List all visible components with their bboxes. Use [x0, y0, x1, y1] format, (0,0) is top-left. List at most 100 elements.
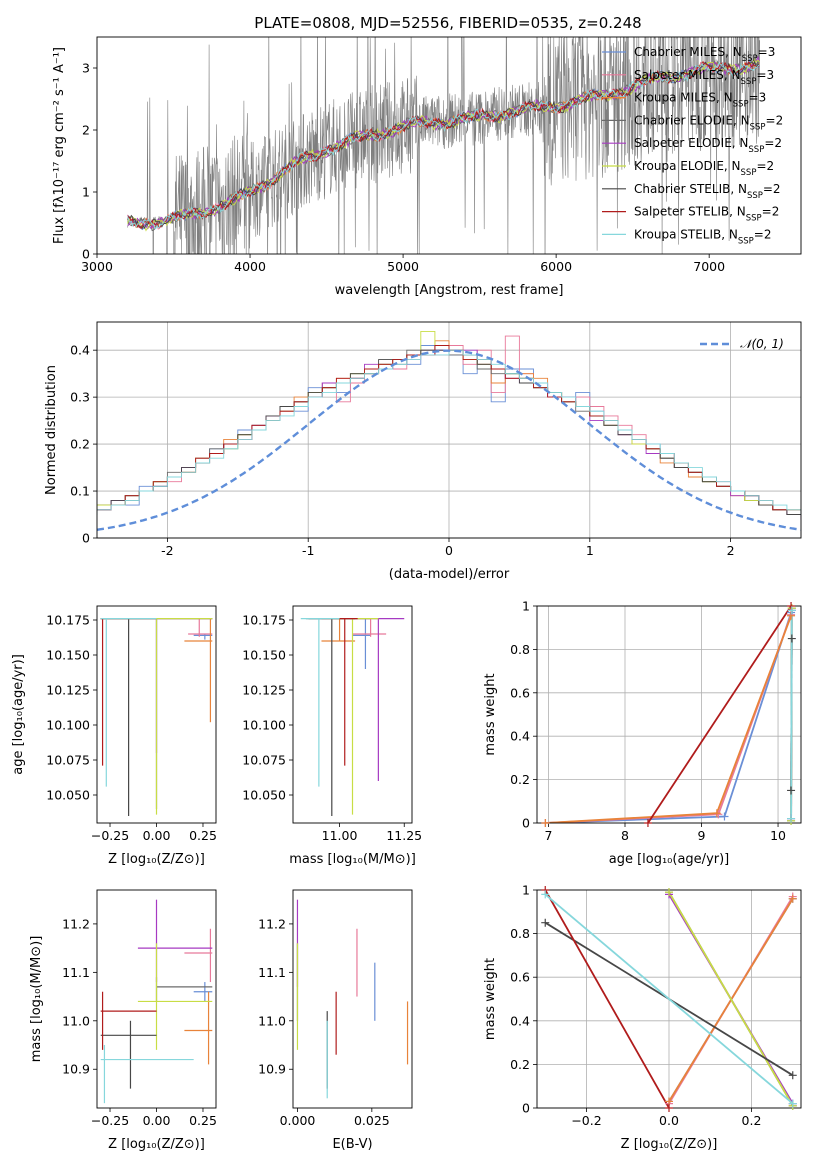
axes-spectrum: 3000 4000 5000 6000 7000 0 1 2 3 wavelength [Angs…: [52, 36, 802, 298]
histogram-step: [97, 349, 801, 515]
axes-frame: [292, 605, 413, 824]
x-tick-label: −0.25: [91, 828, 129, 843]
y-tick-label: 10.150: [46, 648, 90, 663]
y-tick-label: 2: [82, 123, 90, 138]
plot-area-age_vs_Z: [100, 617, 213, 816]
x-tick-label: 11.25: [386, 828, 422, 843]
spectrum-legend: Chabrier MILES, NSSP=3 Salpeter MILES, NS…: [602, 45, 783, 246]
y-tick-label: 11.0: [258, 1013, 286, 1028]
plus-marker: [665, 888, 673, 897]
x-tick-label: 3000: [81, 259, 113, 274]
x-axis-label: age [log₁₀(age/yr)]: [609, 852, 730, 867]
y-tick-label: 0.2: [510, 772, 530, 787]
legend-label: Salpeter STELIB, NSSP=2: [634, 205, 779, 224]
x-tick-label: 10: [770, 828, 786, 843]
plus-marker: [787, 606, 796, 615]
y-tick-label: 1: [82, 185, 90, 200]
plus-marker: [788, 1071, 797, 1080]
y-tick-label: 10.125: [242, 683, 286, 698]
plot-area-spectrum: [127, 37, 760, 254]
y-tick-label: 10.075: [46, 753, 90, 768]
mass-weight-line: [647, 606, 792, 823]
y-axis-label: Normed distribution: [44, 365, 59, 495]
x-axis-label: (data-model)/error: [389, 567, 510, 582]
plus-marker: [712, 809, 721, 818]
y-tick-label: 0.4: [70, 343, 90, 358]
axes-frame: [96, 36, 802, 255]
plus-marker: [787, 611, 796, 620]
x-axis-label: E(B-V): [332, 1137, 372, 1152]
y-tick-label: 0: [522, 816, 530, 831]
histogram-step: [97, 345, 801, 515]
plus-marker: [541, 819, 550, 827]
y-tick-label: 11.2: [62, 916, 90, 931]
y-tick-label: 10.125: [46, 683, 90, 698]
x-tick-label: 0.00: [143, 1113, 171, 1128]
x-tick-label: 2: [727, 543, 735, 558]
plus-marker: [787, 634, 796, 643]
axes-frame: [96, 889, 217, 1109]
plus-marker: [720, 812, 729, 821]
y-tick-label: 10.175: [242, 613, 286, 628]
x-tick-label: 7: [545, 828, 553, 843]
normal-curve: [97, 349, 801, 531]
y-tick-label: 0.6: [510, 685, 530, 700]
y-tick-label: 11.1: [258, 965, 286, 980]
y-tick-label: 0.4: [510, 1013, 530, 1028]
x-tick-label: 0: [445, 543, 453, 558]
x-tick-label: 0.000: [280, 1113, 316, 1128]
histogram-step: [97, 345, 801, 515]
observed-spectrum-line: [127, 37, 760, 254]
axes-frame: [536, 605, 802, 824]
axes-age_vs_mass: 11.00 11.25 10.050 10.075 10.100 10.125 10.150…: [242, 605, 422, 867]
figure-title: PLATE=0808, MJD=52556, FIBERID=0535, z=0…: [254, 14, 641, 32]
plot-area-mass_vs_ebv: [296, 899, 409, 1099]
legend-label: Chabrier ELODIE, NSSP=2: [634, 113, 783, 132]
legend-label: Kroupa STELIB, NSSP=2: [634, 227, 772, 246]
y-tick-label: 0.2: [510, 1057, 530, 1072]
y-axis-label: mass weight: [483, 673, 498, 755]
histogram-step: [97, 335, 801, 520]
plot-area-age_vs_mass: [300, 617, 405, 816]
x-tick-label: 0.00: [143, 828, 171, 843]
y-axis-label: Flux [fλ10⁻¹⁷ erg cm⁻² s⁻¹ A⁻¹]: [52, 47, 67, 244]
y-tick-label: 10.050: [46, 788, 90, 803]
y-tick-label: 10.075: [242, 753, 286, 768]
plus-marker: [787, 602, 796, 610]
y-tick-label: 10.9: [62, 1062, 90, 1077]
y-axis-label: mass weight: [483, 958, 498, 1040]
plus-marker: [787, 786, 796, 795]
legend-label: Kroupa ELODIE, NSSP=2: [634, 159, 774, 178]
y-tick-label: 10.100: [46, 718, 90, 733]
y-tick-label: 0: [82, 247, 90, 262]
y-tick-label: 0.3: [70, 390, 90, 405]
y-tick-label: 0.2: [70, 437, 90, 452]
axes-mw_vs_Z: −0.2 0.0 0.2 0 0.2 0.4 0.6 0.8 1 Z [log₁₀(Z/Z⊙)] m…: [483, 883, 802, 1152]
x-tick-label: −0.2: [571, 1113, 601, 1128]
y-tick-label: 1: [522, 599, 530, 614]
x-tick-label: 5000: [387, 259, 419, 274]
x-tick-label: 1: [586, 543, 594, 558]
model-fit-line: [127, 60, 760, 230]
model-fit-line: [127, 61, 760, 230]
axes-frame: [96, 321, 802, 539]
histogram-step: [97, 330, 801, 515]
x-tick-label: -2: [161, 543, 173, 558]
plus-marker: [665, 1104, 673, 1112]
plus-marker: [643, 819, 652, 827]
x-axis-label: Z [log₁₀(Z/Z⊙)]: [108, 852, 205, 867]
legend-label: Chabrier STELIB, NSSP=2: [634, 182, 781, 201]
y-tick-label: 10.050: [242, 788, 286, 803]
y-tick-label: 0.8: [510, 642, 530, 657]
axes-frame: [96, 605, 217, 824]
x-axis-label: mass [log₁₀(M/M⊙)]: [289, 852, 416, 867]
x-tick-label: 11.00: [322, 828, 358, 843]
y-tick-label: 10.150: [242, 648, 286, 663]
y-tick-label: 0.6: [510, 970, 530, 985]
plus-marker: [541, 890, 550, 899]
plus-marker: [714, 810, 723, 819]
plot-area-residuals: [97, 330, 801, 531]
axes-mw_vs_age: 7 8 9 10 0 0.2 0.4 0.6 0.8 1 age [log₁₀(age/yr)] ma…: [483, 599, 802, 867]
y-tick-label: 10.100: [242, 718, 286, 733]
y-tick-label: 11.1: [62, 965, 90, 980]
